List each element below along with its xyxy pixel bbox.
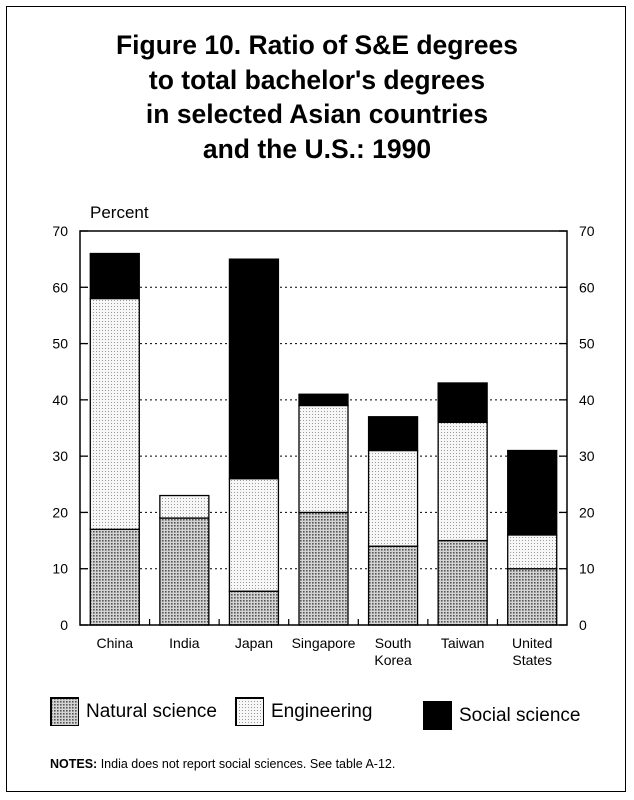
- y-tick-label-left-70: 70: [52, 223, 68, 239]
- notes-label: NOTES:: [50, 757, 98, 771]
- figure-frame: [6, 6, 626, 792]
- y-tick-label-right-50: 50: [579, 336, 595, 352]
- bar-social-science-2: [228, 258, 280, 480]
- bar-engineering-4: [367, 449, 419, 547]
- y-tick-label-right-60: 60: [579, 279, 595, 295]
- notes-text: India does not report social sciences. S…: [97, 757, 396, 771]
- bar-natural-science-3: [298, 511, 349, 626]
- bar-social-science-4: [367, 416, 419, 452]
- bar-social-science-5: [437, 382, 488, 424]
- bars-group: [89, 252, 558, 626]
- bar-engineering-5: [437, 421, 488, 542]
- legend-item-social-science: Social science: [423, 701, 580, 730]
- bar-engineering-2: [228, 478, 280, 592]
- legend-item-engineering: Engineering: [235, 697, 372, 726]
- bar-natural-science-6: [507, 568, 558, 626]
- y-tick-label-left-60: 60: [52, 279, 68, 295]
- x-tick-label-line: Korea: [374, 652, 412, 668]
- legend-item-natural-science: Natural science: [50, 697, 217, 726]
- x-tick-label-5: Taiwan: [441, 635, 485, 651]
- bar-engineering-6: [507, 534, 558, 570]
- x-tick-label-4: South Korea: [374, 635, 412, 668]
- figure-title: Figure 10. Ratio of S&E degrees to total…: [0, 28, 634, 166]
- y-tick-label-right-20: 20: [579, 504, 595, 520]
- title-line-2: to total bachelor's degrees: [148, 64, 486, 95]
- x-tick-label-0: China: [96, 635, 133, 651]
- x-tick-label-line: Taiwan: [441, 635, 485, 651]
- x-tick-label-line: Singapore: [292, 635, 356, 651]
- notes: NOTES: India does not report social scie…: [50, 757, 395, 771]
- y-tick-label-left-10: 10: [52, 561, 68, 577]
- x-tick-label-3: Singapore: [292, 635, 356, 651]
- legend-swatch-social-science: [423, 701, 452, 730]
- title-line-4: and the U.S.: 1990: [202, 133, 432, 164]
- bar-social-science-6: [507, 449, 558, 536]
- y-tick-label-right-40: 40: [579, 392, 595, 408]
- x-tick-label-line: China: [96, 635, 133, 651]
- y-tick-label-left-50: 50: [52, 336, 68, 352]
- x-tick-label-1: India: [169, 635, 200, 651]
- legend-label-natural-science: Natural science: [86, 700, 217, 722]
- bar-natural-science-1: [159, 517, 210, 626]
- y-tick-label-left-20: 20: [52, 504, 68, 520]
- y-tick-label-right-30: 30: [579, 448, 595, 464]
- y-axis-label: Percent: [90, 203, 149, 222]
- axes-group: China India Japan Singapore South Korea Taiwan…: [52, 223, 594, 668]
- x-tick-label-line: United: [512, 635, 552, 651]
- bar-natural-science-0: [89, 528, 140, 626]
- legend-swatch-engineering: [235, 697, 264, 726]
- y-tick-label-right-0: 0: [579, 617, 587, 633]
- stacked-bar-chart: Percent China India Japan Singapore South Kor…: [52, 203, 594, 668]
- x-tick-label-2: Japan: [235, 635, 273, 651]
- title-line-1: Figure 10. Ratio of S&E degrees: [115, 30, 519, 60]
- x-tick-label-line: States: [512, 652, 552, 668]
- bar-engineering-0: [89, 297, 140, 530]
- bar-natural-science-4: [367, 545, 419, 626]
- x-tick-label-6: United States: [512, 635, 552, 668]
- y-tick-label-right-10: 10: [579, 561, 595, 577]
- title-line-3: in selected Asian countries: [145, 99, 489, 129]
- plot-frame: [79, 230, 568, 626]
- x-tick-label-line: South: [375, 635, 412, 651]
- y-tick-label-left-0: 0: [60, 617, 68, 633]
- x-tick-label-line: India: [169, 635, 200, 651]
- legend: Natural science Engineering Social scien…: [50, 697, 620, 737]
- bar-engineering-1: [159, 494, 210, 519]
- bar-social-science-0: [89, 252, 140, 300]
- x-tick-label-line: Japan: [235, 635, 273, 651]
- y-tick-label-left-30: 30: [52, 448, 68, 464]
- bar-natural-science-5: [437, 539, 488, 626]
- bar-natural-science-2: [228, 590, 280, 626]
- legend-label-engineering: Engineering: [271, 700, 373, 722]
- bar-social-science-3: [298, 393, 349, 407]
- legend-label-social-science: Social science: [459, 704, 581, 726]
- y-tick-label-left-40: 40: [52, 392, 68, 408]
- legend-swatch-natural-science: [50, 697, 79, 726]
- bar-engineering-3: [298, 404, 349, 514]
- y-tick-label-right-70: 70: [579, 223, 595, 239]
